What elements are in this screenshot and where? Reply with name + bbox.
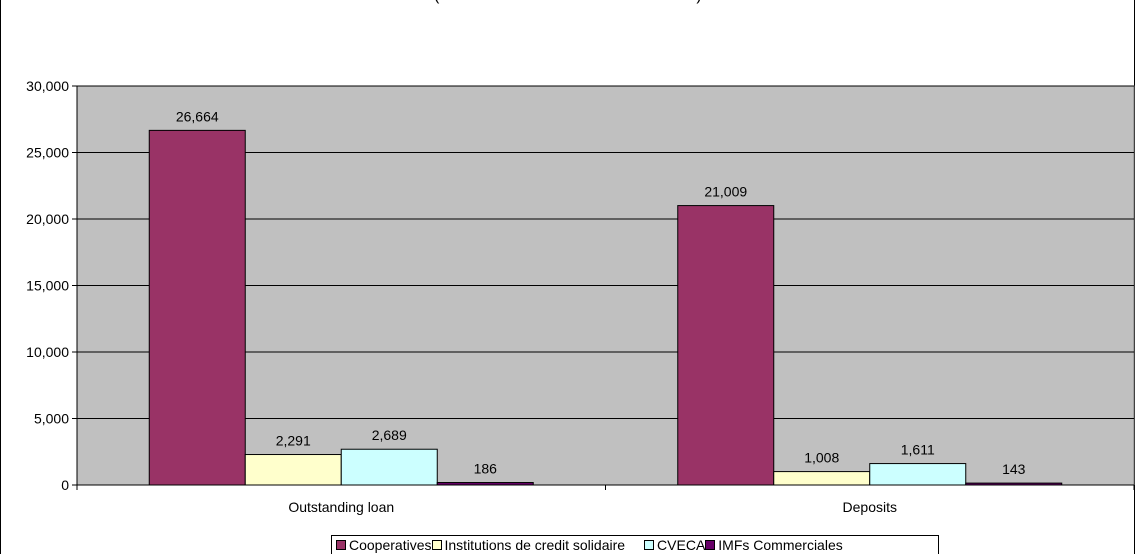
data-label: 2,689 — [372, 427, 407, 443]
chart-legend: Cooperatives Institutions de credit soli… — [331, 535, 939, 554]
chart-title-close: ) — [696, 0, 701, 4]
data-label: 1,611 — [901, 442, 935, 458]
legend-item-cooperatives: Cooperatives — [336, 537, 432, 553]
x-tick-label: Deposits — [843, 499, 897, 515]
legend-label-cveca: CVECA — [657, 537, 706, 553]
bar — [773, 471, 871, 486]
bar — [869, 463, 967, 486]
legend-swatch-imfs — [705, 540, 716, 550]
y-tick-label: 5,000 — [34, 411, 69, 427]
legend-swatch-cveca — [644, 540, 655, 550]
chart-title-open: ( — [434, 0, 439, 4]
data-label: 1,008 — [804, 450, 839, 466]
bar — [677, 205, 775, 486]
y-tick-label: 15,000 — [26, 278, 69, 294]
bar — [148, 129, 246, 486]
data-label: 21,009 — [704, 184, 747, 200]
bar — [244, 454, 342, 486]
legend-label-imfs: IMFs Commerciales — [718, 537, 843, 553]
data-label: 26,664 — [176, 108, 219, 124]
data-label: 186 — [474, 461, 498, 477]
bar — [436, 482, 534, 486]
data-label: 143 — [1002, 461, 1026, 477]
y-tick-label: 20,000 — [26, 211, 69, 227]
legend-item-institutions: Institutions de credit solidaire — [431, 537, 626, 553]
y-tick-label: 0 — [61, 477, 69, 493]
chart-title: () — [434, 0, 702, 5]
y-tick-label: 10,000 — [26, 344, 69, 360]
legend-item-cveca: CVECA — [644, 537, 705, 553]
data-label: 2,291 — [276, 433, 311, 449]
x-tick-label: Outstanding loan — [288, 499, 394, 515]
legend-label-institutions: Institutions de credit solidaire — [444, 537, 626, 553]
legend-swatch-institutions — [431, 540, 442, 550]
legend-item-imfs: IMFs Commerciales — [705, 537, 843, 553]
bar — [965, 482, 1063, 486]
legend-label-cooperatives: Cooperatives — [349, 537, 432, 553]
legend-swatch-cooperatives — [336, 540, 346, 550]
bar — [340, 448, 438, 486]
y-tick-label: 25,000 — [26, 145, 69, 161]
y-tick-label: 30,000 — [26, 78, 69, 94]
